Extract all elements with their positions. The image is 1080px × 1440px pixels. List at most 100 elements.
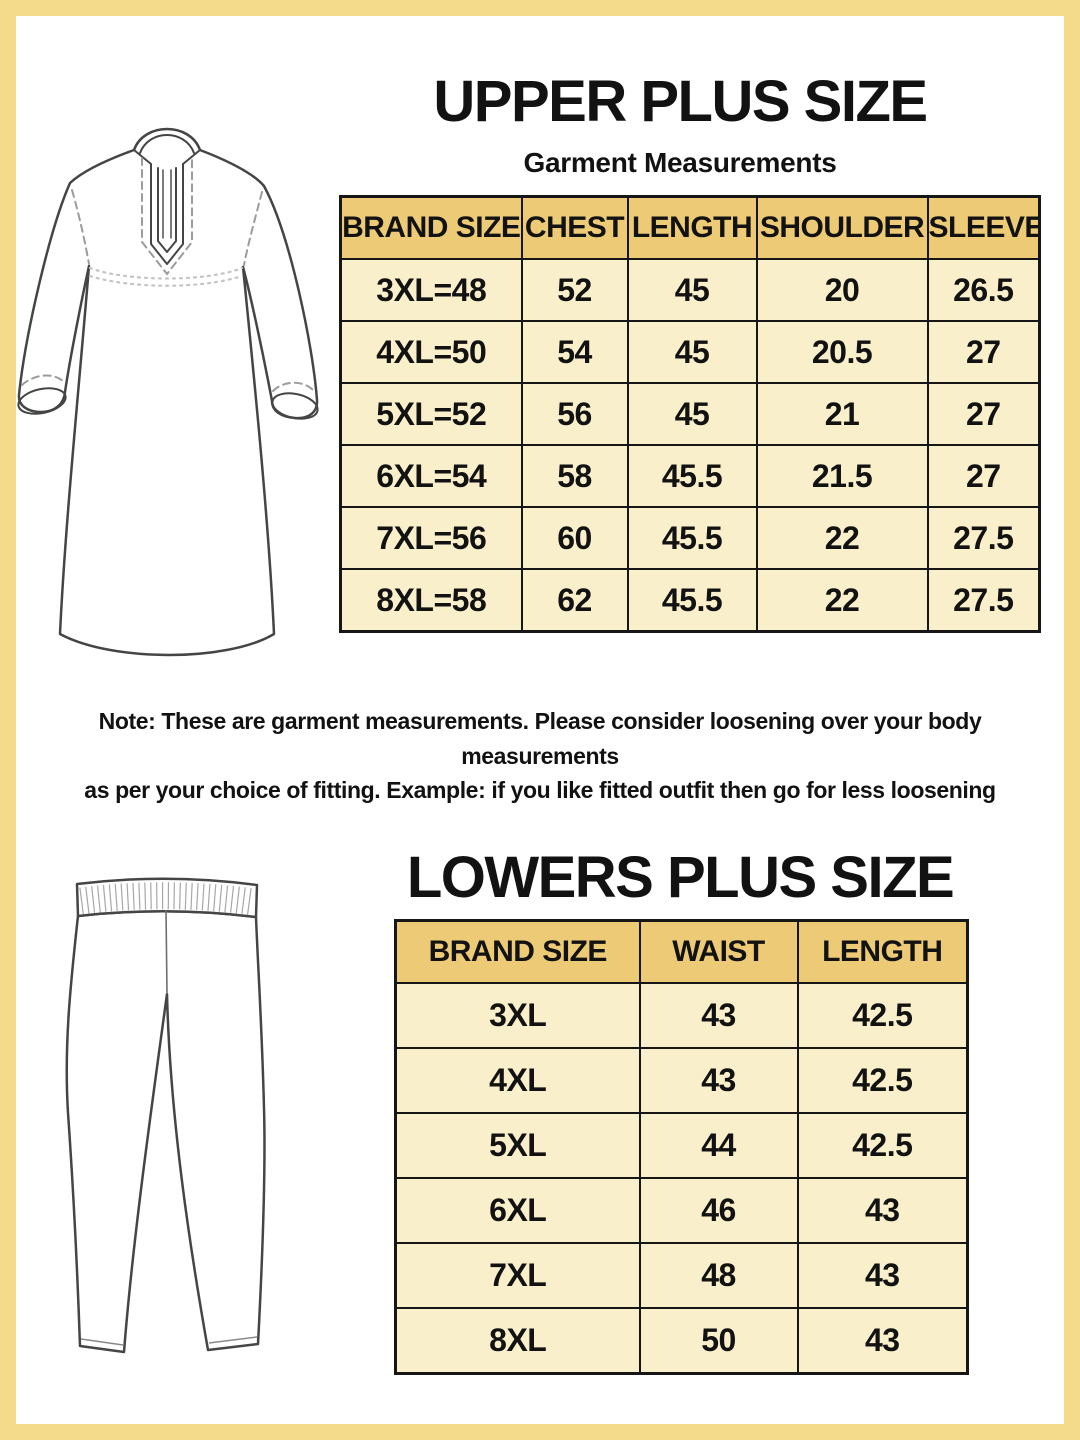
header-row: BRAND SIZE CHEST LENGTH SHOULDER SLEEVE	[339, 195, 1041, 260]
table-row: 6XL 46 43	[394, 1177, 969, 1244]
table-cell: 52	[520, 258, 629, 322]
table-cell: 3XL=48	[339, 258, 523, 322]
table-cell: 5XL	[394, 1112, 641, 1179]
kurta-right-armhole-seam	[243, 191, 263, 266]
table-cell: 20.5	[755, 320, 929, 384]
leggings-icon	[65, 877, 266, 1354]
leggings-left-hem-line	[80, 1338, 124, 1346]
column-header: SHOULDER	[755, 195, 929, 260]
leggings-silhouette	[65, 910, 266, 1354]
column-header: BRAND SIZE	[394, 919, 641, 984]
kurta-yoke-dashed-seam	[141, 157, 193, 276]
table-row: 5XL 44 42.5	[394, 1112, 969, 1179]
table-cell: 43	[796, 1307, 969, 1375]
table-row: 3XL 43 42.5	[394, 982, 969, 1049]
table-cell: 43	[638, 982, 799, 1049]
table-cell: 43	[796, 1177, 969, 1244]
table-row: 5XL=52 56 45 21 27	[339, 382, 1041, 446]
table-cell: 27.5	[926, 506, 1041, 570]
table-cell: 20	[755, 258, 929, 322]
table-cell: 27	[926, 382, 1041, 446]
kurta-left-cuff-seam	[21, 374, 65, 386]
leggings-center-seam	[165, 909, 168, 995]
table-cell: 42.5	[796, 982, 969, 1049]
table-row: 7XL=56 60 45.5 22 27.5	[339, 506, 1041, 570]
table-cell: 62	[520, 568, 629, 633]
table-cell: 7XL	[394, 1242, 641, 1309]
table-cell: 21	[755, 382, 929, 446]
table-cell: 50	[638, 1307, 799, 1375]
kurta-collar-inner-line	[139, 134, 195, 154]
table-cell: 43	[796, 1242, 969, 1309]
column-header: BRAND SIZE	[339, 195, 523, 260]
table-cell: 45.5	[626, 506, 758, 570]
table-cell: 3XL	[394, 982, 641, 1049]
table-row: 8XL 50 43	[394, 1307, 969, 1375]
kurta-chest-dotted-line	[88, 266, 244, 280]
measurement-note: Note: These are garment measurements. Pl…	[40, 704, 1040, 808]
table-cell: 6XL	[394, 1177, 641, 1244]
kurta-silhouette	[17, 127, 319, 657]
table-cell: 48	[638, 1242, 799, 1309]
table-cell: 58	[520, 444, 629, 508]
leggings-waistband	[75, 877, 259, 919]
note-line-1: Note: These are garment measurements. Pl…	[98, 708, 982, 769]
table-cell: 45.5	[626, 444, 758, 508]
kurta-right-cuff-seam	[272, 381, 315, 392]
note-line-2: as per your choice of fitting. Example: …	[84, 777, 996, 803]
table-cell: 27	[926, 444, 1041, 508]
kurta-placket-inner	[157, 167, 177, 253]
table-cell: 8XL=58	[339, 568, 523, 633]
table-row: 8XL=58 62 45.5 22 27.5	[339, 568, 1041, 633]
lowers-size-table: BRAND SIZE WAIST LENGTH 3XL 43 42.5 4XL 43 42.5 5…	[394, 919, 969, 1375]
table-cell: 26.5	[926, 258, 1041, 322]
table-cell: 42.5	[796, 1112, 969, 1179]
table-cell: 45.5	[626, 568, 758, 633]
table-row: 4XL 43 42.5	[394, 1047, 969, 1114]
table-cell: 45	[626, 320, 758, 384]
table-cell: 4XL	[394, 1047, 641, 1114]
column-header: LENGTH	[626, 195, 758, 260]
kurta-collar-base-left	[133, 149, 152, 165]
kurta-icon	[17, 127, 319, 657]
lowers-section-title: LOWERS PLUS SIZE	[406, 845, 955, 910]
table-cell: 45	[626, 382, 758, 446]
table-cell: 7XL=56	[339, 506, 523, 570]
table-row: 3XL=48 52 45 20 26.5	[339, 258, 1041, 322]
table-cell: 45	[626, 258, 758, 322]
table-cell: 4XL=50	[339, 320, 523, 384]
table-cell: 56	[520, 382, 629, 446]
table-cell: 46	[638, 1177, 799, 1244]
table-cell: 22	[755, 568, 929, 633]
table-cell: 27	[926, 320, 1041, 384]
table-row: 6XL=54 58 45.5 21.5 27	[339, 444, 1041, 508]
table-cell: 22	[755, 506, 929, 570]
upper-size-table: BRAND SIZE CHEST LENGTH SHOULDER SLEEVE 3XL=4…	[339, 195, 1041, 633]
table-row: 4XL=50 54 45 20.5 27	[339, 320, 1041, 384]
column-header: LENGTH	[796, 919, 969, 984]
table-cell: 27.5	[926, 568, 1041, 633]
kurta-placket-strip	[162, 169, 172, 239]
table-cell: 44	[638, 1112, 799, 1179]
column-header: SLEEVE	[926, 195, 1041, 260]
kurta-collar-base-right	[182, 149, 201, 165]
table-cell: 6XL=54	[339, 444, 523, 508]
table-row: 7XL 48 43	[394, 1242, 969, 1309]
header-row: BRAND SIZE WAIST LENGTH	[394, 919, 969, 984]
kurta-placket-outer	[150, 163, 184, 265]
kurta-chest-dotted-line-2	[88, 274, 244, 287]
garment-measurements-subtitle: Garment Measurements	[523, 147, 837, 178]
column-header: WAIST	[638, 919, 799, 984]
table-cell: 54	[520, 320, 629, 384]
table-cell: 5XL=52	[339, 382, 523, 446]
leggings-waistband-ribbing	[79, 882, 255, 916]
table-cell: 60	[520, 506, 629, 570]
kurta-left-armhole-seam	[71, 189, 90, 265]
kurta-left-cuff-opening	[17, 387, 67, 415]
table-cell: 42.5	[796, 1047, 969, 1114]
kurta-right-cuff-opening	[271, 392, 319, 420]
leggings-right-hem-line	[208, 1336, 258, 1344]
column-header: CHEST	[520, 195, 629, 260]
table-cell: 43	[638, 1047, 799, 1114]
